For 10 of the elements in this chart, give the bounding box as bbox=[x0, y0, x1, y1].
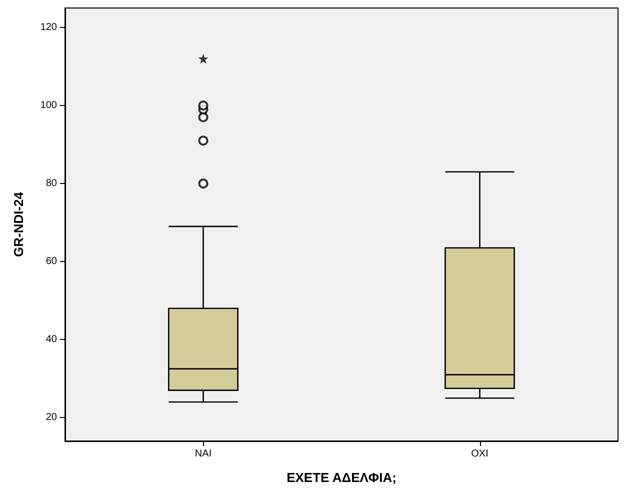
x-tick-label: ΟΧΙ bbox=[471, 448, 488, 460]
y-tick-label: 20 bbox=[46, 412, 58, 424]
x-tick-label: ΝΑΙ bbox=[194, 448, 212, 460]
y-tick-label: 80 bbox=[46, 178, 58, 190]
y-tick-label: 120 bbox=[40, 22, 58, 34]
x-axis-title: ΕΧΕΤΕ ΑΔΕΛΦΙΑ; bbox=[286, 470, 396, 485]
y-tick-label: 100 bbox=[40, 100, 58, 112]
y-axis-title: GR-NDI-24 bbox=[11, 191, 26, 258]
y-tick-label: 60 bbox=[46, 256, 58, 268]
y-tick-label: 40 bbox=[46, 334, 58, 346]
